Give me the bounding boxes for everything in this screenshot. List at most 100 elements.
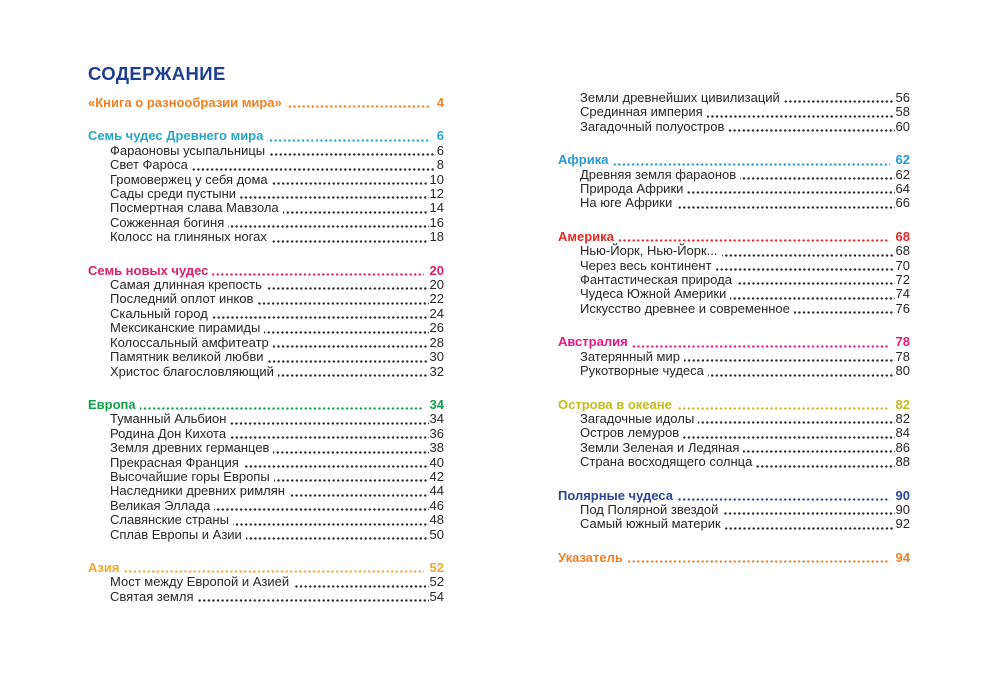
entry-title: Посмертная слава Мавзола [110, 200, 279, 216]
entry-title: Самый южный материк [580, 516, 721, 532]
entry-title: Земля древних германцев [110, 440, 270, 456]
toc-entry: Загадочный полуостров 60 [558, 118, 910, 134]
page-number: 32 [429, 363, 444, 379]
toc-section: Америка 68 Нью-Йорк, Нью-Йорк... 68 Через ве… [558, 228, 910, 316]
toc-entry: Скальный город 24 [88, 305, 444, 321]
toc-entry: Сады среди пустыни 12 [88, 186, 444, 202]
toc-section-heading: Австралия 78 [558, 334, 910, 350]
section-title: Австралия [558, 334, 628, 350]
page-number: 12 [429, 186, 444, 202]
page-number: 82 [895, 396, 910, 412]
page-number: 10 [429, 171, 444, 187]
page-number: 68 [895, 228, 910, 244]
toc-entry: Туманный Альбион 34 [88, 411, 444, 426]
leader-dots [230, 421, 429, 425]
page-number: 90 [895, 487, 910, 503]
toc-section-heading: Европа 34 [88, 396, 444, 412]
toc-section-heading: Острова в океане 82 [558, 396, 910, 412]
entry-title: Природа Африки [580, 181, 684, 197]
toc-entry: Наследники древних римлян 44 [88, 483, 444, 499]
toc-entry: Земли Зеленая и Ледяная 86 [558, 440, 910, 455]
toc-section-heading: Семь новых чудес 20 [88, 262, 444, 278]
entry-title: Сплав Европы и Азии [110, 526, 242, 542]
page-number: 6 [436, 142, 444, 158]
leader-dots [687, 191, 895, 195]
entry-title: На юге Африки [580, 195, 673, 211]
leader-dots [721, 253, 895, 257]
toc-section: «Книга о разнообразии мира» 4 [88, 95, 444, 110]
toc-entry: Последний оплот инков 22 [88, 291, 444, 307]
entry-title: Громовержец у себя дома [110, 171, 268, 187]
toc-entry: Самый южный материк 92 [558, 516, 910, 532]
entry-title: Рукотворные чудеса [580, 363, 704, 379]
toc-section: Азия 52 Мост между Европой и Азией 52 Святая… [88, 560, 444, 604]
leader-dots [228, 225, 429, 229]
leader-dots [707, 373, 895, 377]
entry-title: Загадочный полуостров [580, 118, 725, 134]
page-number: 78 [895, 348, 910, 364]
page-number: 36 [429, 425, 444, 441]
page-number: 58 [895, 104, 910, 120]
toc-section-heading: Америка 68 [558, 228, 910, 244]
page-number: 74 [895, 286, 910, 302]
leader-dots [277, 373, 429, 377]
entry-title: Нью-Йорк, Нью-Йорк... [580, 243, 718, 259]
leader-dots [211, 316, 429, 320]
leader-dots [197, 599, 429, 603]
page-number: 52 [429, 574, 444, 590]
leader-dots [724, 526, 895, 530]
leader-dots [683, 435, 895, 439]
entry-title: Затерянный мир [580, 348, 680, 364]
entry-title: Колосс на глиняных ногах [110, 229, 267, 245]
page-number: 34 [429, 396, 444, 412]
page-number: 22 [429, 291, 444, 307]
leader-dots [698, 421, 895, 425]
leader-dots [265, 287, 429, 291]
leader-dots [706, 114, 895, 118]
section-title: Полярные чудеса [558, 487, 673, 503]
entry-title: Срединная империя [580, 104, 703, 120]
page-number: 16 [429, 214, 444, 230]
leader-dots [626, 560, 890, 564]
section-title: Острова в океане [558, 396, 672, 412]
leader-dots [212, 273, 424, 277]
entry-title: Святая земля [110, 588, 194, 604]
toc-section-heading: «Книга о разнообразии мира» 4 [88, 95, 444, 110]
toc-entry: Христос благословляющий 32 [88, 363, 444, 379]
entry-title: Фараоновы усыпальницы [110, 142, 266, 158]
page-number: 62 [895, 152, 910, 168]
entry-title: Памятник великой любви [110, 349, 264, 365]
section-title: «Книга о разнообразии мира» [88, 95, 282, 110]
page-number: 20 [429, 277, 444, 293]
toc-entry: Самая длинная крепость 20 [88, 277, 444, 293]
entry-title: Сады среди пустыни [110, 186, 237, 202]
toc-section: Семь чудес Древнего мира 6 Фараоновы усыпа… [88, 128, 444, 245]
page-number: 82 [895, 410, 910, 426]
toc-right-column: Земли древнейших цивилизаций 56 Срединная … [558, 90, 910, 565]
page-number: 24 [429, 305, 444, 321]
toc-entry: Под Полярной звездой 90 [558, 502, 910, 517]
toc-entry: Посмертная слава Мавзола 14 [88, 200, 444, 216]
entry-title: Родина Дон Кихота [110, 425, 227, 441]
entry-title: Великая Эллада [110, 497, 211, 513]
toc-entry: Чудеса Южной Америки 74 [558, 286, 910, 302]
leader-dots [675, 406, 890, 410]
page-number: 80 [895, 363, 910, 379]
page-number: 44 [429, 483, 444, 499]
leader-dots [257, 301, 429, 305]
toc-entry: Великая Эллада 46 [88, 497, 444, 513]
toc-section-heading: Полярные чудеса 90 [558, 487, 910, 503]
leader-dots [617, 239, 890, 243]
page-number: 38 [429, 440, 444, 456]
leader-dots [245, 536, 429, 540]
page-number: 60 [895, 118, 910, 134]
page-number: 72 [895, 272, 910, 288]
toc-section: Семь новых чудес 20 Самая длинная крепость… [88, 262, 444, 379]
leader-dots [214, 508, 429, 512]
page-number: 40 [429, 454, 444, 470]
toc-section: Земли древнейших цивилизаций 56 Срединная … [558, 90, 910, 134]
page-number: 64 [895, 181, 910, 197]
leader-dots [612, 162, 890, 166]
section-title: Семь новых чудес [88, 262, 209, 278]
